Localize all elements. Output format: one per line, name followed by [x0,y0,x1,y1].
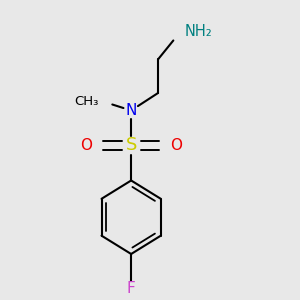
Text: NH₂: NH₂ [185,23,213,38]
Text: S: S [125,136,137,154]
Text: F: F [127,281,136,296]
Text: CH₃: CH₃ [74,94,99,108]
Text: O: O [80,138,92,153]
Text: O: O [170,138,182,153]
Text: N: N [125,103,137,118]
